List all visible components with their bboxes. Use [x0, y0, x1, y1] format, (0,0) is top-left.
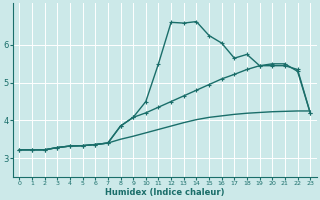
X-axis label: Humidex (Indice chaleur): Humidex (Indice chaleur)	[105, 188, 225, 197]
